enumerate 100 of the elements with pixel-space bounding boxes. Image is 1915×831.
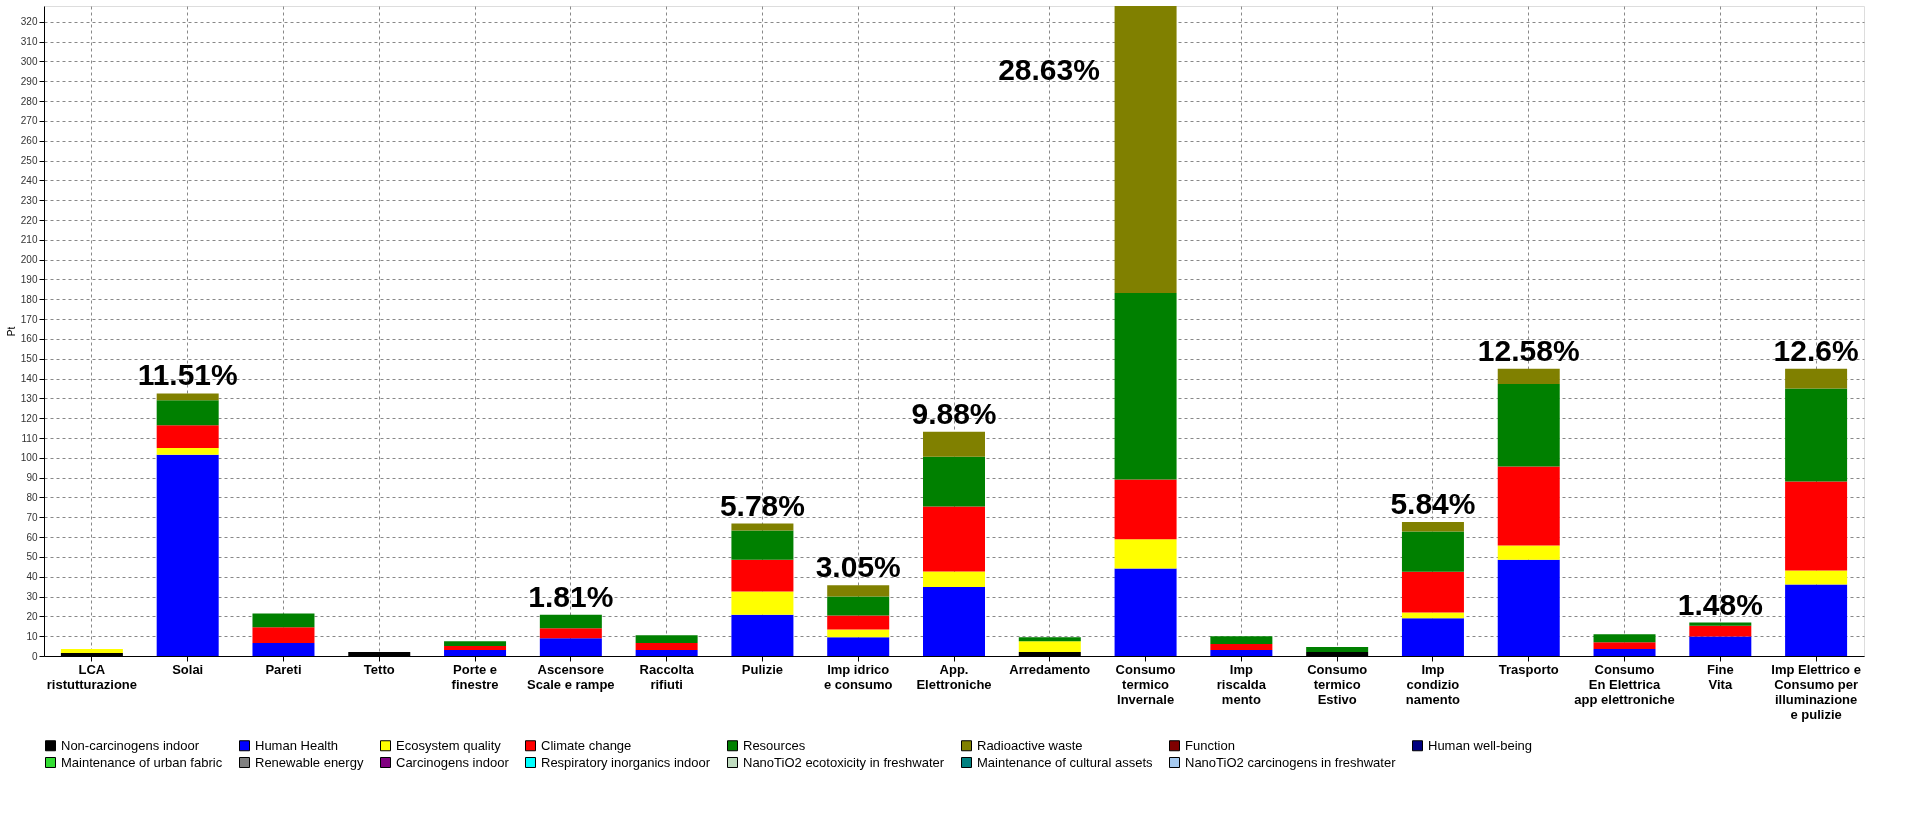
x-tick-label: Pulizie bbox=[741, 661, 784, 677]
y-tick-label: 110 bbox=[21, 432, 38, 444]
legend-label: Maintenance of cultural assets bbox=[977, 754, 1154, 770]
x-tick-label: App. Elettroniche bbox=[916, 661, 992, 692]
x-tick-label: LCA ristutturazione bbox=[46, 661, 138, 692]
legend-label: Ecosystem quality bbox=[396, 737, 502, 753]
bar bbox=[1689, 625, 1752, 637]
annotation: 3.05% bbox=[815, 550, 901, 584]
bar bbox=[827, 585, 890, 597]
bar bbox=[1785, 388, 1848, 482]
y-tick-label: 320 bbox=[20, 16, 38, 28]
bar bbox=[1210, 636, 1273, 645]
bar bbox=[923, 456, 985, 507]
legend-label: Human well-being bbox=[1428, 737, 1533, 753]
x-tick-label: Consumo termico Invernale bbox=[1115, 661, 1176, 707]
annotation: 1.48% bbox=[1677, 587, 1763, 621]
bar bbox=[731, 530, 794, 560]
y-tick-label: 290 bbox=[20, 75, 38, 87]
annotation: 12.58% bbox=[1477, 333, 1580, 367]
bar bbox=[444, 641, 507, 647]
bar bbox=[731, 591, 794, 615]
bar bbox=[1018, 641, 1081, 653]
bar bbox=[539, 628, 602, 639]
bar bbox=[1497, 368, 1560, 385]
y-tick-label: 130 bbox=[20, 392, 38, 404]
y-tick-label: 160 bbox=[20, 333, 38, 345]
bar bbox=[1210, 644, 1273, 651]
y-tick-label: 280 bbox=[20, 95, 38, 107]
bar bbox=[1497, 384, 1560, 467]
bar bbox=[1785, 584, 1848, 656]
y-tick-label: 190 bbox=[20, 273, 38, 285]
annotation: 12.6% bbox=[1773, 333, 1859, 367]
x-tick-label: Raccolta rifiuti bbox=[639, 661, 695, 692]
y-tick-label: 20 bbox=[26, 610, 38, 622]
bar bbox=[1785, 368, 1848, 389]
bar bbox=[923, 431, 985, 457]
y-axis-title: Pt bbox=[5, 326, 17, 337]
bar bbox=[1593, 649, 1656, 656]
bar bbox=[1497, 545, 1560, 560]
x-tick-label: Imp Elettrico e Consumo per illuminazione e pulizie bbox=[1771, 661, 1861, 722]
bar bbox=[1401, 618, 1464, 656]
legend-label: Climate change bbox=[541, 737, 632, 753]
bar bbox=[1018, 637, 1081, 642]
bar bbox=[731, 614, 794, 656]
bar bbox=[252, 627, 315, 644]
bar bbox=[731, 523, 794, 531]
y-tick-label: 170 bbox=[20, 313, 38, 325]
bar bbox=[156, 400, 219, 426]
bar bbox=[60, 649, 123, 654]
x-tick-label: Arredamento bbox=[1009, 661, 1091, 677]
y-tick-label: 250 bbox=[20, 155, 38, 167]
bar bbox=[444, 650, 507, 656]
bar bbox=[156, 393, 219, 401]
y-tick-label: 200 bbox=[20, 254, 38, 266]
bar bbox=[156, 447, 219, 455]
bar bbox=[156, 454, 219, 656]
bar bbox=[827, 596, 890, 616]
bar bbox=[1785, 481, 1848, 571]
bar bbox=[827, 615, 890, 630]
bar bbox=[1689, 622, 1752, 626]
bar bbox=[1114, 539, 1177, 569]
bar bbox=[731, 559, 794, 592]
x-tick-label: Imp condizio namento bbox=[1405, 661, 1461, 707]
bar bbox=[635, 650, 698, 656]
bar bbox=[923, 571, 985, 588]
bar bbox=[1785, 570, 1848, 585]
bar bbox=[1497, 559, 1560, 656]
y-tick-label: 150 bbox=[20, 353, 38, 365]
y-tick-label: 220 bbox=[20, 214, 38, 226]
bar bbox=[1401, 571, 1464, 613]
annotation: 9.88% bbox=[911, 396, 997, 430]
bar bbox=[252, 643, 315, 656]
bar bbox=[1114, 6, 1177, 293]
x-tick-label: Porte e finestre bbox=[451, 661, 499, 692]
bar bbox=[1593, 642, 1656, 650]
x-tick-label: Fine Vita bbox=[1706, 661, 1734, 692]
legend-label: Radioactive waste bbox=[977, 737, 1083, 753]
x-tick-label: Imp idrico e consumo bbox=[823, 661, 893, 692]
y-tick-label: 100 bbox=[20, 452, 38, 464]
x-tick-label: Ascensore Scale e rampe bbox=[527, 661, 615, 692]
bar bbox=[635, 643, 698, 651]
annotation: 5.84% bbox=[1390, 487, 1476, 521]
bar bbox=[1401, 531, 1464, 572]
y-tick-label: 230 bbox=[20, 194, 38, 206]
bar bbox=[539, 614, 602, 629]
y-tick-label: 260 bbox=[20, 135, 38, 147]
legend-label: Carcinogens indoor bbox=[396, 754, 510, 770]
bar bbox=[923, 506, 985, 572]
y-tick-label: 60 bbox=[26, 531, 38, 543]
y-tick-label: 30 bbox=[26, 591, 38, 603]
annotation: 28.63% bbox=[998, 53, 1100, 86]
bar bbox=[1497, 466, 1560, 546]
x-tick-label: Imp riscalda mento bbox=[1216, 661, 1267, 707]
legend-label: Maintenance of urban fabric bbox=[61, 754, 223, 770]
bar bbox=[1114, 568, 1177, 656]
bar bbox=[1689, 636, 1752, 656]
y-tick-label: 90 bbox=[26, 472, 38, 484]
legend-label: Renewable energy bbox=[255, 754, 364, 770]
y-tick-label: 80 bbox=[26, 491, 38, 503]
x-tick-label: Consumo termico Estivo bbox=[1307, 661, 1368, 707]
